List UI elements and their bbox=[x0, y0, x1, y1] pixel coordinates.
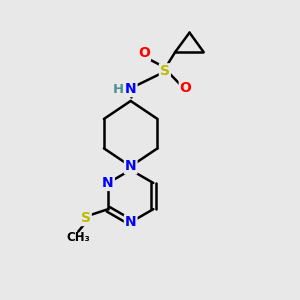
Text: N: N bbox=[125, 159, 136, 173]
Text: CH₃: CH₃ bbox=[66, 231, 90, 244]
Text: S: S bbox=[160, 64, 170, 78]
Text: O: O bbox=[138, 46, 150, 60]
Text: N: N bbox=[125, 215, 136, 229]
Text: H: H bbox=[112, 82, 124, 96]
Text: N: N bbox=[125, 82, 136, 96]
Text: S: S bbox=[81, 211, 91, 225]
Text: O: O bbox=[180, 81, 192, 94]
Text: N: N bbox=[102, 176, 114, 190]
